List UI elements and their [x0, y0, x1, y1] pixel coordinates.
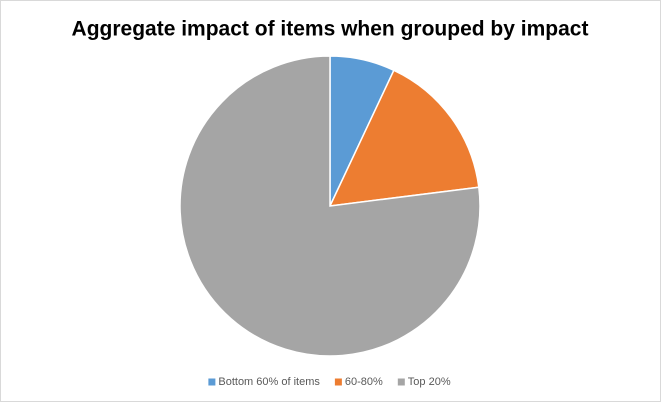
chart-title: Aggregate impact of items when grouped b… — [72, 18, 589, 41]
legend-label: Top 20% — [408, 376, 451, 388]
legend-swatch — [397, 378, 405, 386]
legend-swatch — [334, 378, 342, 386]
legend-label: 60-80% — [345, 376, 383, 388]
pie-slice — [328, 69, 480, 207]
legend-label: Bottom 60% of items — [218, 376, 320, 388]
pie-slice — [179, 55, 481, 357]
legend-swatch — [208, 378, 216, 386]
